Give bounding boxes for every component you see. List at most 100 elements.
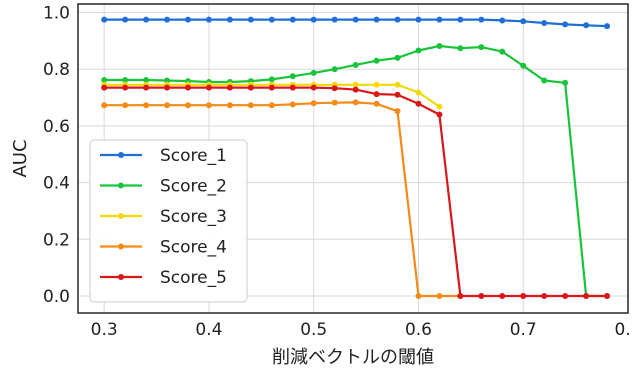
data-point	[436, 111, 443, 118]
data-point	[185, 84, 191, 91]
data-point	[310, 84, 317, 91]
data-point	[331, 85, 338, 92]
data-point	[101, 84, 108, 91]
x-tick-label: 0.5	[300, 320, 327, 340]
data-point	[436, 292, 443, 299]
data-point	[122, 102, 129, 109]
data-point	[478, 292, 485, 299]
legend-marker	[118, 243, 124, 250]
legend-item: Score_5	[100, 268, 227, 288]
data-point	[226, 84, 233, 91]
data-point	[101, 102, 108, 109]
y-tick-label: 1.0	[43, 4, 70, 24]
data-point	[143, 16, 150, 23]
data-point	[289, 73, 296, 80]
data-point	[562, 21, 569, 28]
data-point	[268, 102, 275, 109]
data-point	[101, 16, 108, 23]
data-point	[164, 16, 171, 23]
legend-marker	[118, 152, 124, 158]
data-point	[310, 100, 317, 107]
data-point	[415, 47, 422, 54]
data-point	[373, 91, 380, 98]
data-point	[604, 23, 611, 30]
data-point	[122, 76, 129, 83]
data-point	[520, 18, 527, 25]
y-axis-label: AUC	[10, 139, 31, 177]
data-point	[143, 84, 150, 91]
y-tick-label: 0.4	[43, 174, 70, 194]
y-tick-label: 0.6	[43, 117, 70, 137]
data-point	[394, 91, 401, 98]
data-point	[373, 100, 380, 107]
data-point	[310, 16, 317, 23]
data-point	[394, 81, 401, 88]
x-tick-label: 0.3	[91, 320, 118, 340]
data-point	[562, 79, 569, 86]
data-point	[373, 57, 380, 64]
data-point	[436, 42, 443, 49]
data-point	[122, 84, 129, 91]
data-point	[352, 99, 359, 106]
data-point	[562, 292, 569, 299]
data-point	[331, 66, 338, 73]
data-point	[268, 76, 275, 83]
data-point	[415, 89, 422, 96]
data-point	[352, 61, 359, 68]
data-point	[122, 16, 129, 23]
data-point	[205, 84, 212, 91]
data-point	[373, 81, 380, 88]
data-point	[289, 101, 296, 108]
series-Score_5	[101, 84, 611, 299]
y-tick-label: 0.8	[43, 60, 70, 80]
data-point	[499, 292, 506, 299]
data-point	[247, 16, 254, 23]
legend-item: Score_1	[100, 146, 227, 166]
data-point	[373, 16, 380, 23]
legend-label: Score_1	[160, 146, 227, 166]
data-point	[289, 16, 296, 23]
x-tick-label: 0.4	[195, 320, 222, 340]
data-point	[583, 22, 590, 29]
x-tick-label: 0.6	[405, 320, 432, 340]
data-point	[415, 100, 422, 107]
data-point	[268, 16, 275, 23]
data-point	[499, 17, 506, 24]
data-point	[164, 77, 171, 84]
legend-marker	[118, 182, 124, 189]
data-point	[394, 54, 401, 61]
data-point	[352, 81, 359, 88]
tick-labels: 0.3 0.4 0.5 0.6 0.7 0.8 0.0 0.2 0.4 0.6 0.8 1.0	[43, 4, 632, 340]
data-point	[164, 84, 171, 91]
x-tick-label: 0.7	[510, 320, 537, 340]
data-point	[205, 16, 212, 23]
series-Score_4	[101, 99, 464, 299]
legend: Score_1 Score_2 Score_3 Score_4 Score_5	[89, 139, 248, 303]
data-point	[394, 108, 401, 115]
legend-marker	[118, 274, 124, 280]
data-point	[352, 86, 359, 93]
data-point	[604, 292, 611, 299]
data-point	[352, 16, 359, 23]
legend-item: Score_3	[100, 207, 227, 227]
series-Score_1	[101, 16, 611, 30]
data-point	[226, 16, 233, 23]
data-point	[520, 62, 527, 69]
legend-box	[89, 139, 248, 303]
data-point	[289, 84, 296, 91]
data-point	[457, 45, 464, 52]
legend-item: Score_2	[100, 177, 227, 197]
data-point	[478, 44, 485, 51]
legend-label: Score_5	[160, 268, 227, 288]
data-point	[185, 16, 191, 23]
legend-label: Score_2	[160, 177, 227, 197]
data-point	[436, 16, 443, 23]
x-axis-label: 削減ベクトルの閾値	[272, 347, 434, 368]
data-point	[436, 103, 443, 110]
data-point	[331, 16, 338, 23]
data-point	[331, 99, 338, 106]
data-point	[457, 16, 464, 23]
data-point	[143, 102, 150, 109]
y-tick-label: 0.0	[43, 287, 70, 307]
